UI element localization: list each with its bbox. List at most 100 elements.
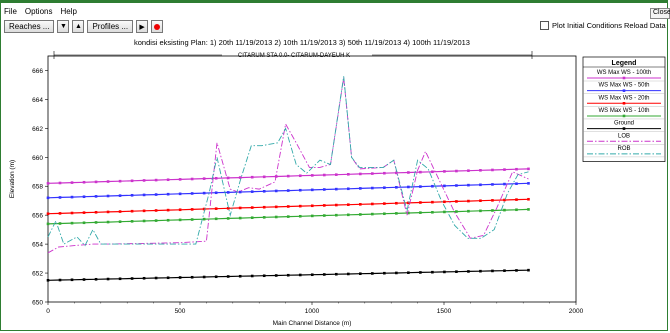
- series-point-0: [419, 170, 422, 174]
- series-point-1: [527, 182, 530, 185]
- series-point-2: [431, 200, 434, 204]
- series-point-4: [106, 277, 110, 281]
- series-point-1: [407, 185, 410, 189]
- series-point-0: [142, 179, 146, 182]
- menu-options[interactable]: Options: [24, 7, 53, 16]
- y-axis-label: Elevation (m): [9, 160, 16, 198]
- series-point-0: [202, 177, 206, 180]
- arrow-up-icon[interactable]: ▲: [72, 20, 85, 33]
- legend-entry-label: ROB: [617, 146, 630, 152]
- series-point-4: [250, 274, 254, 278]
- series-point-0: [322, 173, 326, 177]
- series-point-4: [334, 272, 338, 276]
- profile-chart: kondisi eksisting Plan: 1) 20th 11/19/20…: [9, 38, 666, 327]
- series-point-3: [419, 211, 422, 214]
- series-point-2: [395, 201, 398, 205]
- series-point-3: [527, 208, 530, 211]
- series-point-2: [214, 207, 218, 210]
- series-point-4: [298, 273, 302, 277]
- series-point-3: [467, 209, 470, 213]
- series-point-4: [491, 269, 494, 273]
- series-point-4: [286, 273, 290, 277]
- series-point-0: [479, 169, 482, 172]
- series-point-3: [262, 216, 266, 219]
- series-point-2: [527, 197, 530, 201]
- series-point-1: [310, 188, 314, 192]
- series-point-4: [419, 271, 422, 274]
- series-point-2: [130, 209, 134, 213]
- series-point-2: [371, 202, 374, 206]
- series-point-2: [359, 203, 362, 206]
- series-point-0: [70, 181, 74, 184]
- series-point-0: [491, 168, 494, 172]
- series-point-3: [250, 216, 254, 220]
- series-point-3: [274, 215, 278, 219]
- series-point-2: [238, 206, 242, 210]
- series-point-2: [190, 208, 194, 211]
- series-point-1: [395, 186, 398, 189]
- series-point-0: [130, 179, 134, 183]
- series-point-0: [455, 169, 458, 173]
- series-point-0: [371, 172, 374, 175]
- reload-data-button[interactable]: Reload Data: [624, 21, 666, 30]
- menu-help[interactable]: Help: [60, 7, 77, 16]
- y-tick-label: 656: [32, 213, 43, 220]
- series-point-1: [226, 191, 230, 194]
- plot-initial-conditions[interactable]: Plot Initial Conditions: [540, 21, 622, 30]
- y-tick-label: 652: [32, 271, 43, 278]
- reaches-button[interactable]: Reaches ...: [4, 20, 55, 33]
- plot-initial-conditions-checkbox[interactable]: [540, 21, 549, 30]
- series-point-3: [310, 214, 314, 218]
- arrow-down-icon[interactable]: ▼: [57, 20, 70, 33]
- series-point-4: [503, 269, 506, 272]
- series-point-3: [214, 217, 218, 221]
- series-point-4: [154, 276, 158, 280]
- series-point-3: [58, 222, 62, 225]
- series-point-3: [166, 218, 170, 222]
- series-point-0: [527, 167, 530, 171]
- series-line-6: [47, 76, 529, 247]
- series-point-1: [130, 193, 134, 197]
- y-tick-label: 664: [32, 97, 43, 104]
- series-point-4: [202, 275, 206, 279]
- series-point-0: [431, 170, 434, 174]
- series-point-0: [106, 180, 110, 183]
- legend-entry-marker: [622, 127, 626, 130]
- series-point-4: [274, 274, 278, 277]
- record-icon[interactable]: [151, 20, 164, 33]
- series-point-0: [214, 176, 218, 180]
- play-icon[interactable]: ▶: [136, 20, 149, 33]
- series-point-0: [443, 170, 446, 173]
- series-point-3: [407, 211, 410, 215]
- close-button[interactable]: Close: [650, 8, 670, 19]
- series-point-0: [310, 174, 314, 177]
- series-point-3: [286, 215, 290, 218]
- series-point-3: [154, 219, 158, 222]
- toolbar: Reaches ... ▼ ▲ Profiles ... ▶: [4, 20, 164, 33]
- series-point-1: [250, 190, 254, 193]
- menu-file[interactable]: File: [4, 7, 17, 16]
- series-point-1: [515, 182, 518, 186]
- series-point-4: [262, 274, 266, 278]
- series-point-1: [118, 194, 122, 197]
- series-point-0: [226, 176, 230, 180]
- plot-area: [47, 55, 577, 303]
- series-point-0: [166, 178, 170, 182]
- series-point-2: [250, 206, 254, 209]
- y-tick-label: 662: [32, 126, 43, 133]
- series-point-4: [455, 270, 458, 273]
- series-point-0: [178, 178, 182, 181]
- series-point-4: [407, 271, 410, 274]
- series-point-3: [190, 218, 194, 221]
- series-point-4: [166, 276, 170, 280]
- series-point-2: [286, 205, 290, 208]
- profiles-button[interactable]: Profiles ...: [87, 20, 134, 33]
- series-point-2: [154, 209, 158, 212]
- series-point-2: [310, 204, 314, 208]
- plot-initial-conditions-label: Plot Initial Conditions: [552, 21, 623, 30]
- series-point-3: [443, 210, 446, 214]
- series-point-1: [238, 190, 242, 194]
- series-point-1: [106, 194, 110, 198]
- series-point-3: [226, 217, 230, 220]
